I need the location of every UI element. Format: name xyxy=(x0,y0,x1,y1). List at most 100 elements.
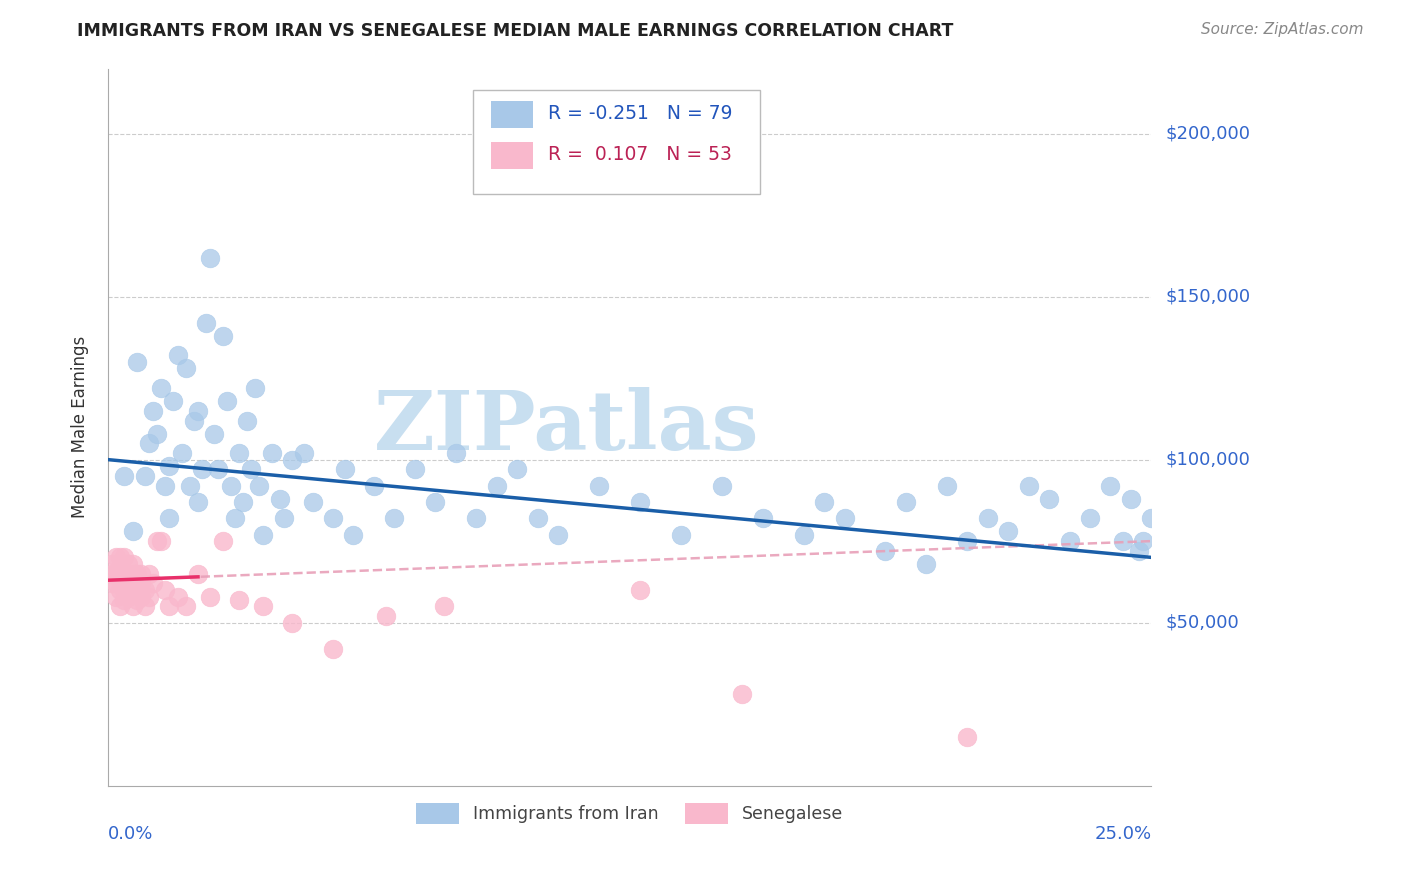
Point xyxy=(117,590,139,604)
Point xyxy=(1132,534,1154,549)
Point xyxy=(187,403,209,417)
FancyBboxPatch shape xyxy=(491,101,533,128)
Point xyxy=(162,394,184,409)
Point xyxy=(281,615,304,630)
Point xyxy=(731,687,754,701)
Point xyxy=(1018,479,1040,493)
Point xyxy=(157,599,180,614)
Point xyxy=(112,469,135,483)
Point xyxy=(628,582,651,597)
Point xyxy=(117,557,139,571)
Point xyxy=(195,316,218,330)
Point xyxy=(207,462,229,476)
Point xyxy=(384,511,406,525)
Point xyxy=(138,436,160,450)
Point xyxy=(269,491,291,506)
Point xyxy=(1140,511,1163,525)
Point xyxy=(628,495,651,509)
Point xyxy=(112,550,135,565)
Point xyxy=(834,511,856,525)
Text: 25.0%: 25.0% xyxy=(1094,825,1152,843)
Point xyxy=(150,534,173,549)
Point xyxy=(240,462,263,476)
Point xyxy=(101,566,124,581)
Point xyxy=(465,511,488,525)
Point xyxy=(110,573,132,587)
Point xyxy=(425,495,447,509)
Point xyxy=(335,462,357,476)
Text: $150,000: $150,000 xyxy=(1166,287,1250,306)
Text: Source: ZipAtlas.com: Source: ZipAtlas.com xyxy=(1201,22,1364,37)
Point xyxy=(134,469,156,483)
Point xyxy=(1112,534,1135,549)
Point xyxy=(134,582,156,597)
Point xyxy=(129,576,152,591)
Point xyxy=(112,582,135,597)
Point xyxy=(224,511,246,525)
Point xyxy=(202,426,225,441)
Point xyxy=(110,550,132,565)
Point xyxy=(105,590,128,604)
Point xyxy=(112,592,135,607)
Point xyxy=(322,641,344,656)
Point xyxy=(894,495,917,509)
Point xyxy=(112,566,135,581)
Point xyxy=(444,446,467,460)
Point xyxy=(125,355,148,369)
Point xyxy=(526,511,548,525)
FancyBboxPatch shape xyxy=(491,142,533,169)
Point xyxy=(915,557,938,571)
Point xyxy=(142,403,165,417)
Point xyxy=(793,527,815,541)
Point xyxy=(110,582,132,597)
Point xyxy=(105,576,128,591)
Point xyxy=(179,479,201,493)
Point xyxy=(1078,511,1101,525)
Point xyxy=(142,576,165,591)
Text: IMMIGRANTS FROM IRAN VS SENEGALESE MEDIAN MALE EARNINGS CORRELATION CHART: IMMIGRANTS FROM IRAN VS SENEGALESE MEDIA… xyxy=(77,22,953,40)
Point xyxy=(155,479,177,493)
Point xyxy=(273,511,295,525)
Point xyxy=(342,527,364,541)
Point xyxy=(956,534,979,549)
Point xyxy=(813,495,835,509)
Point xyxy=(191,462,214,476)
Point xyxy=(110,599,132,614)
Text: R = -0.251   N = 79: R = -0.251 N = 79 xyxy=(548,104,733,123)
Point xyxy=(260,446,283,460)
Point xyxy=(110,560,132,574)
Point xyxy=(125,576,148,591)
Point xyxy=(322,511,344,525)
Point xyxy=(977,511,1000,525)
Point xyxy=(101,576,124,591)
Point xyxy=(1059,534,1081,549)
Point xyxy=(1119,491,1142,506)
Point xyxy=(166,590,188,604)
Point xyxy=(117,566,139,581)
Point xyxy=(363,479,385,493)
Point xyxy=(146,534,169,549)
Point xyxy=(215,394,238,409)
Point xyxy=(935,479,957,493)
Y-axis label: Median Male Earnings: Median Male Earnings xyxy=(72,336,89,518)
Point xyxy=(138,590,160,604)
Point xyxy=(125,592,148,607)
Point xyxy=(121,582,143,597)
Point xyxy=(710,479,733,493)
FancyBboxPatch shape xyxy=(474,90,761,194)
Point xyxy=(485,479,508,493)
Point xyxy=(117,576,139,591)
Text: $50,000: $50,000 xyxy=(1166,614,1239,632)
Point xyxy=(252,599,274,614)
Point xyxy=(247,479,270,493)
Point xyxy=(200,251,222,265)
Point xyxy=(252,527,274,541)
Point xyxy=(245,381,267,395)
Text: $100,000: $100,000 xyxy=(1166,450,1250,468)
Point xyxy=(174,361,197,376)
Point xyxy=(956,730,979,744)
Point xyxy=(875,544,897,558)
Point xyxy=(588,479,610,493)
Point xyxy=(121,599,143,614)
Point xyxy=(301,495,323,509)
